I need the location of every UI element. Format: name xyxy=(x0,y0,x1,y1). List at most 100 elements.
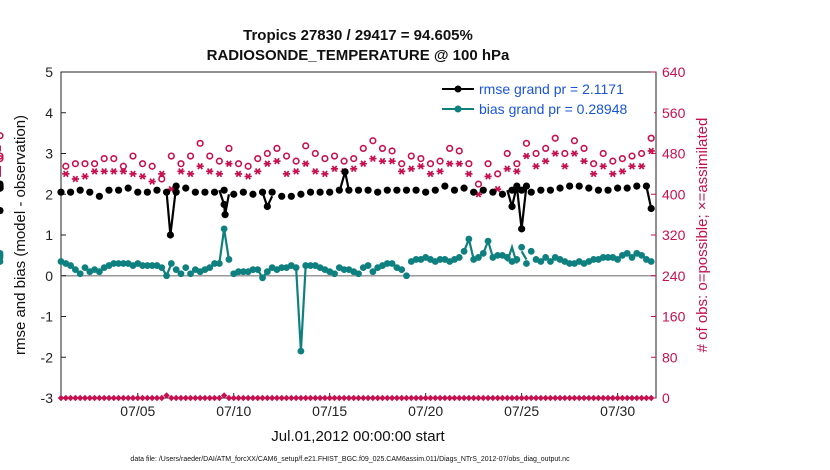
obs-count-point xyxy=(609,394,617,402)
bias-point xyxy=(412,256,420,263)
obs-count-point xyxy=(451,394,458,402)
rmse-point xyxy=(594,186,603,194)
obs-count-point xyxy=(177,394,185,402)
obs-possible-point xyxy=(273,144,281,153)
rmse-point xyxy=(566,182,574,190)
rmse-point xyxy=(604,186,612,194)
obs-count-point xyxy=(288,394,295,402)
bias-point xyxy=(302,262,310,269)
obs-assimilated-point xyxy=(101,167,108,175)
x-tick-label: 07/15 xyxy=(312,403,347,419)
bias-point xyxy=(479,249,487,257)
obs-assimilated-point xyxy=(216,170,223,178)
bias-point xyxy=(158,264,166,271)
obs-possible-point xyxy=(609,157,617,165)
obs-possible-point xyxy=(455,147,463,155)
rmse-point xyxy=(508,202,516,211)
obs-count-point xyxy=(393,394,401,402)
obs-assimilated-point xyxy=(398,167,405,175)
y-tick-label: -3 xyxy=(41,390,54,406)
rmse-spike-segment xyxy=(645,185,653,209)
rmse-point xyxy=(364,186,372,194)
obs-possible-point xyxy=(148,162,156,170)
obs-count-point xyxy=(244,394,252,402)
rmse-point xyxy=(450,186,459,194)
bias-point xyxy=(590,256,598,263)
obs-count-point xyxy=(345,394,353,402)
y-right-tick-label: 80 xyxy=(662,349,678,365)
bias-point xyxy=(177,270,185,278)
obs-possible-point xyxy=(388,147,396,155)
plot-area xyxy=(60,71,657,399)
obs-count-point xyxy=(264,394,271,402)
obs-possible-point xyxy=(330,152,339,160)
bias-point xyxy=(484,237,492,245)
rmse-point xyxy=(513,182,521,190)
obs-count-point xyxy=(576,394,583,402)
bias-point xyxy=(523,260,530,267)
x-tick-label: 07/30 xyxy=(600,403,635,419)
rmse-point xyxy=(143,188,151,196)
y-axis-label: rmse and bias (model - observation) xyxy=(12,115,29,355)
bias-point xyxy=(215,260,223,267)
obs-possible-point xyxy=(186,152,195,160)
obs-count-point xyxy=(249,394,257,402)
y-tick-label: 4 xyxy=(45,105,53,121)
rmse-point xyxy=(341,168,349,176)
bias-point xyxy=(494,251,502,259)
obs-count-point xyxy=(643,394,650,402)
x-tick-label: 07/20 xyxy=(408,403,443,419)
obs-count-point xyxy=(360,394,367,402)
obs-count-point xyxy=(139,394,146,402)
rmse-point xyxy=(166,231,175,239)
obs-count-point xyxy=(336,394,343,402)
obs-assimilated-point xyxy=(283,170,290,178)
bias-series-layer xyxy=(0,225,655,355)
obs-count-point xyxy=(124,394,132,402)
obs-assimilated-point xyxy=(379,157,386,165)
obs-count-point xyxy=(326,394,333,402)
obs-possible-point xyxy=(292,157,300,165)
rmse-point xyxy=(268,188,276,196)
obs-count-point xyxy=(460,394,468,402)
rmse-point xyxy=(306,188,315,196)
obs-count-point xyxy=(297,394,305,402)
y-right-tick-label: 320 xyxy=(662,227,686,243)
y-right-tick-label: 480 xyxy=(662,146,686,162)
bias-point xyxy=(76,270,84,278)
obs-possible-point xyxy=(0,132,4,140)
y-tick-label: 2 xyxy=(45,186,53,202)
bias-point xyxy=(211,260,218,267)
obs-possible-point xyxy=(513,160,521,168)
data-file-footnote: data file: /Users/raeder/DAI/ATM_forcXX/… xyxy=(130,456,570,463)
rmse-point xyxy=(220,200,228,209)
bias-point xyxy=(143,262,151,269)
obs-assimilated-point xyxy=(475,190,482,198)
obs-assimilated-point xyxy=(446,160,453,168)
bias-point xyxy=(614,256,622,263)
obs-possible-point xyxy=(215,157,223,165)
rmse-point xyxy=(498,190,507,198)
obs-count-point xyxy=(436,394,444,402)
bias-point xyxy=(503,254,511,261)
obs-assimilated-point xyxy=(581,157,587,165)
obs-assimilated-point xyxy=(437,167,443,175)
y-right-tick-label: 240 xyxy=(662,268,686,284)
obs-assimilated-point xyxy=(619,167,626,175)
obs-count-point xyxy=(129,394,137,402)
obs-possible-point xyxy=(350,154,358,163)
bias-point xyxy=(172,266,180,274)
obs-possible-point xyxy=(321,154,329,163)
obs-assimilated-point xyxy=(158,170,165,178)
rmse-point xyxy=(124,184,132,192)
obs-possible-point xyxy=(311,149,319,158)
obs-possible-point xyxy=(647,134,655,142)
rmse-point xyxy=(393,186,401,194)
obs-assimilated-point xyxy=(245,173,251,180)
obs-count-point xyxy=(417,394,425,402)
rmse-point xyxy=(201,188,209,196)
obs-possible-point xyxy=(100,154,108,163)
bias-point xyxy=(542,254,550,261)
obs-assimilated-point xyxy=(254,167,261,175)
obs-count-point xyxy=(273,394,281,402)
